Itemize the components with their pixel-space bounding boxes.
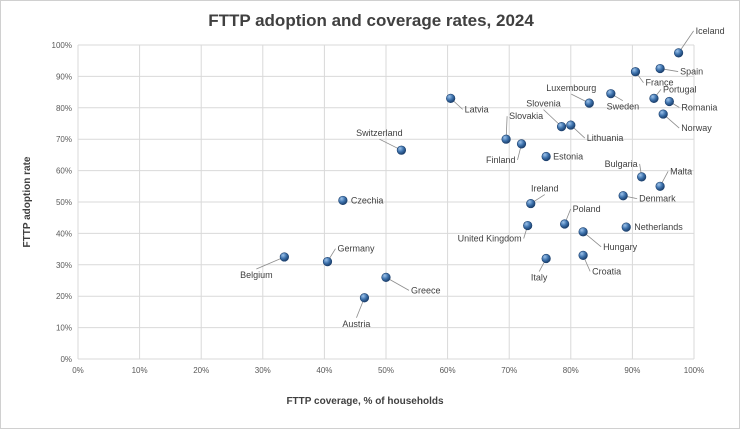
data-label: Sweden bbox=[607, 102, 640, 112]
x-tick-label: 40% bbox=[316, 366, 332, 375]
gridlines bbox=[77, 44, 695, 360]
data-label: Italy bbox=[531, 273, 548, 283]
data-label: Belgium bbox=[240, 270, 273, 280]
data-label: Finland bbox=[486, 155, 516, 165]
x-tick-label: 50% bbox=[378, 366, 394, 375]
data-point bbox=[606, 89, 616, 99]
y-tick-label: 30% bbox=[56, 261, 72, 270]
data-point bbox=[446, 93, 456, 103]
data-point bbox=[516, 139, 527, 149]
data-label: Spain bbox=[680, 67, 703, 77]
data-label: Hungary bbox=[603, 242, 638, 252]
y-tick-label: 90% bbox=[56, 72, 72, 81]
data-label: France bbox=[645, 78, 673, 88]
data-label: Germany bbox=[337, 244, 375, 254]
x-tick-label: 100% bbox=[684, 366, 704, 375]
data-point bbox=[381, 272, 391, 282]
data-label: Netherlands bbox=[634, 222, 683, 232]
data-point bbox=[556, 122, 567, 132]
y-tick-label: 0% bbox=[60, 355, 72, 364]
data-label: Lithuania bbox=[587, 133, 624, 143]
data-label: Slovakia bbox=[509, 111, 543, 121]
data-label: Bulgaria bbox=[605, 159, 638, 169]
data-label: United Kingdom bbox=[458, 234, 522, 244]
data-point bbox=[501, 134, 511, 144]
label-leader-lines bbox=[256, 30, 694, 318]
data-label: Switzerland bbox=[356, 128, 403, 138]
data-point bbox=[618, 191, 628, 201]
data-label: Romania bbox=[681, 103, 717, 113]
data-label: Ireland bbox=[531, 184, 559, 194]
data-label: Luxembourg bbox=[546, 83, 596, 93]
x-tick-label: 20% bbox=[193, 366, 209, 375]
data-points bbox=[279, 48, 684, 303]
data-label: Norway bbox=[681, 123, 712, 133]
y-axis-label: FTTP adoption rate bbox=[22, 156, 33, 247]
data-point bbox=[673, 48, 684, 58]
data-point bbox=[637, 172, 647, 182]
x-tick-label: 70% bbox=[501, 366, 517, 375]
data-point bbox=[322, 257, 333, 267]
x-tick-label: 90% bbox=[624, 366, 640, 375]
x-tick-label: 30% bbox=[255, 366, 271, 375]
data-point bbox=[584, 98, 594, 108]
data-point bbox=[649, 93, 659, 103]
data-point bbox=[526, 198, 536, 209]
y-tick-label: 70% bbox=[56, 135, 72, 144]
y-tick-label: 40% bbox=[56, 229, 72, 238]
data-label: Portugal bbox=[663, 84, 697, 94]
data-label: Croatia bbox=[592, 266, 621, 276]
data-label: Slovenia bbox=[526, 99, 561, 109]
x-axis-label: FTTP coverage, % of households bbox=[286, 396, 444, 407]
data-point bbox=[655, 63, 665, 74]
data-label: Austria bbox=[342, 319, 370, 329]
chart-title: FTTP adoption and coverage rates, 2024 bbox=[208, 11, 534, 30]
x-tick-label: 80% bbox=[563, 366, 579, 375]
data-label: Czechia bbox=[351, 195, 384, 205]
data-label: Estonia bbox=[553, 151, 583, 161]
y-tick-label: 100% bbox=[52, 41, 72, 50]
x-tick-label: 0% bbox=[72, 366, 84, 375]
data-label: Denmark bbox=[639, 194, 676, 204]
data-label: Iceland bbox=[696, 26, 725, 36]
data-point bbox=[523, 220, 533, 231]
x-tick-label: 60% bbox=[440, 366, 456, 375]
data-point bbox=[279, 252, 289, 262]
y-tick-label: 60% bbox=[56, 167, 72, 176]
data-point bbox=[658, 109, 668, 119]
data-point bbox=[338, 195, 348, 206]
data-point bbox=[630, 67, 641, 77]
tick-labels: 0% 10% 20% 30% 40% 50% 60% 70% 80% 90% 100% 0% 10% 20… bbox=[52, 41, 705, 375]
data-label: Greece bbox=[411, 285, 441, 295]
data-point bbox=[359, 293, 370, 303]
data-point bbox=[566, 120, 576, 130]
y-tick-label: 50% bbox=[56, 198, 72, 207]
data-point bbox=[541, 253, 551, 264]
data-point bbox=[655, 181, 665, 191]
x-tick-label: 10% bbox=[132, 366, 148, 375]
data-point bbox=[560, 219, 570, 229]
y-tick-label: 20% bbox=[56, 292, 72, 301]
data-point bbox=[621, 222, 631, 232]
data-point bbox=[578, 250, 588, 260]
y-tick-label: 80% bbox=[56, 104, 72, 113]
data-point bbox=[578, 227, 588, 237]
data-point bbox=[396, 145, 407, 155]
data-label: Malta bbox=[670, 166, 692, 176]
data-point bbox=[664, 96, 674, 107]
leader-line bbox=[256, 256, 285, 270]
data-label: Latvia bbox=[465, 104, 489, 114]
y-tick-label: 10% bbox=[56, 324, 72, 333]
data-label: Poland bbox=[573, 204, 601, 214]
data-point bbox=[541, 151, 551, 162]
